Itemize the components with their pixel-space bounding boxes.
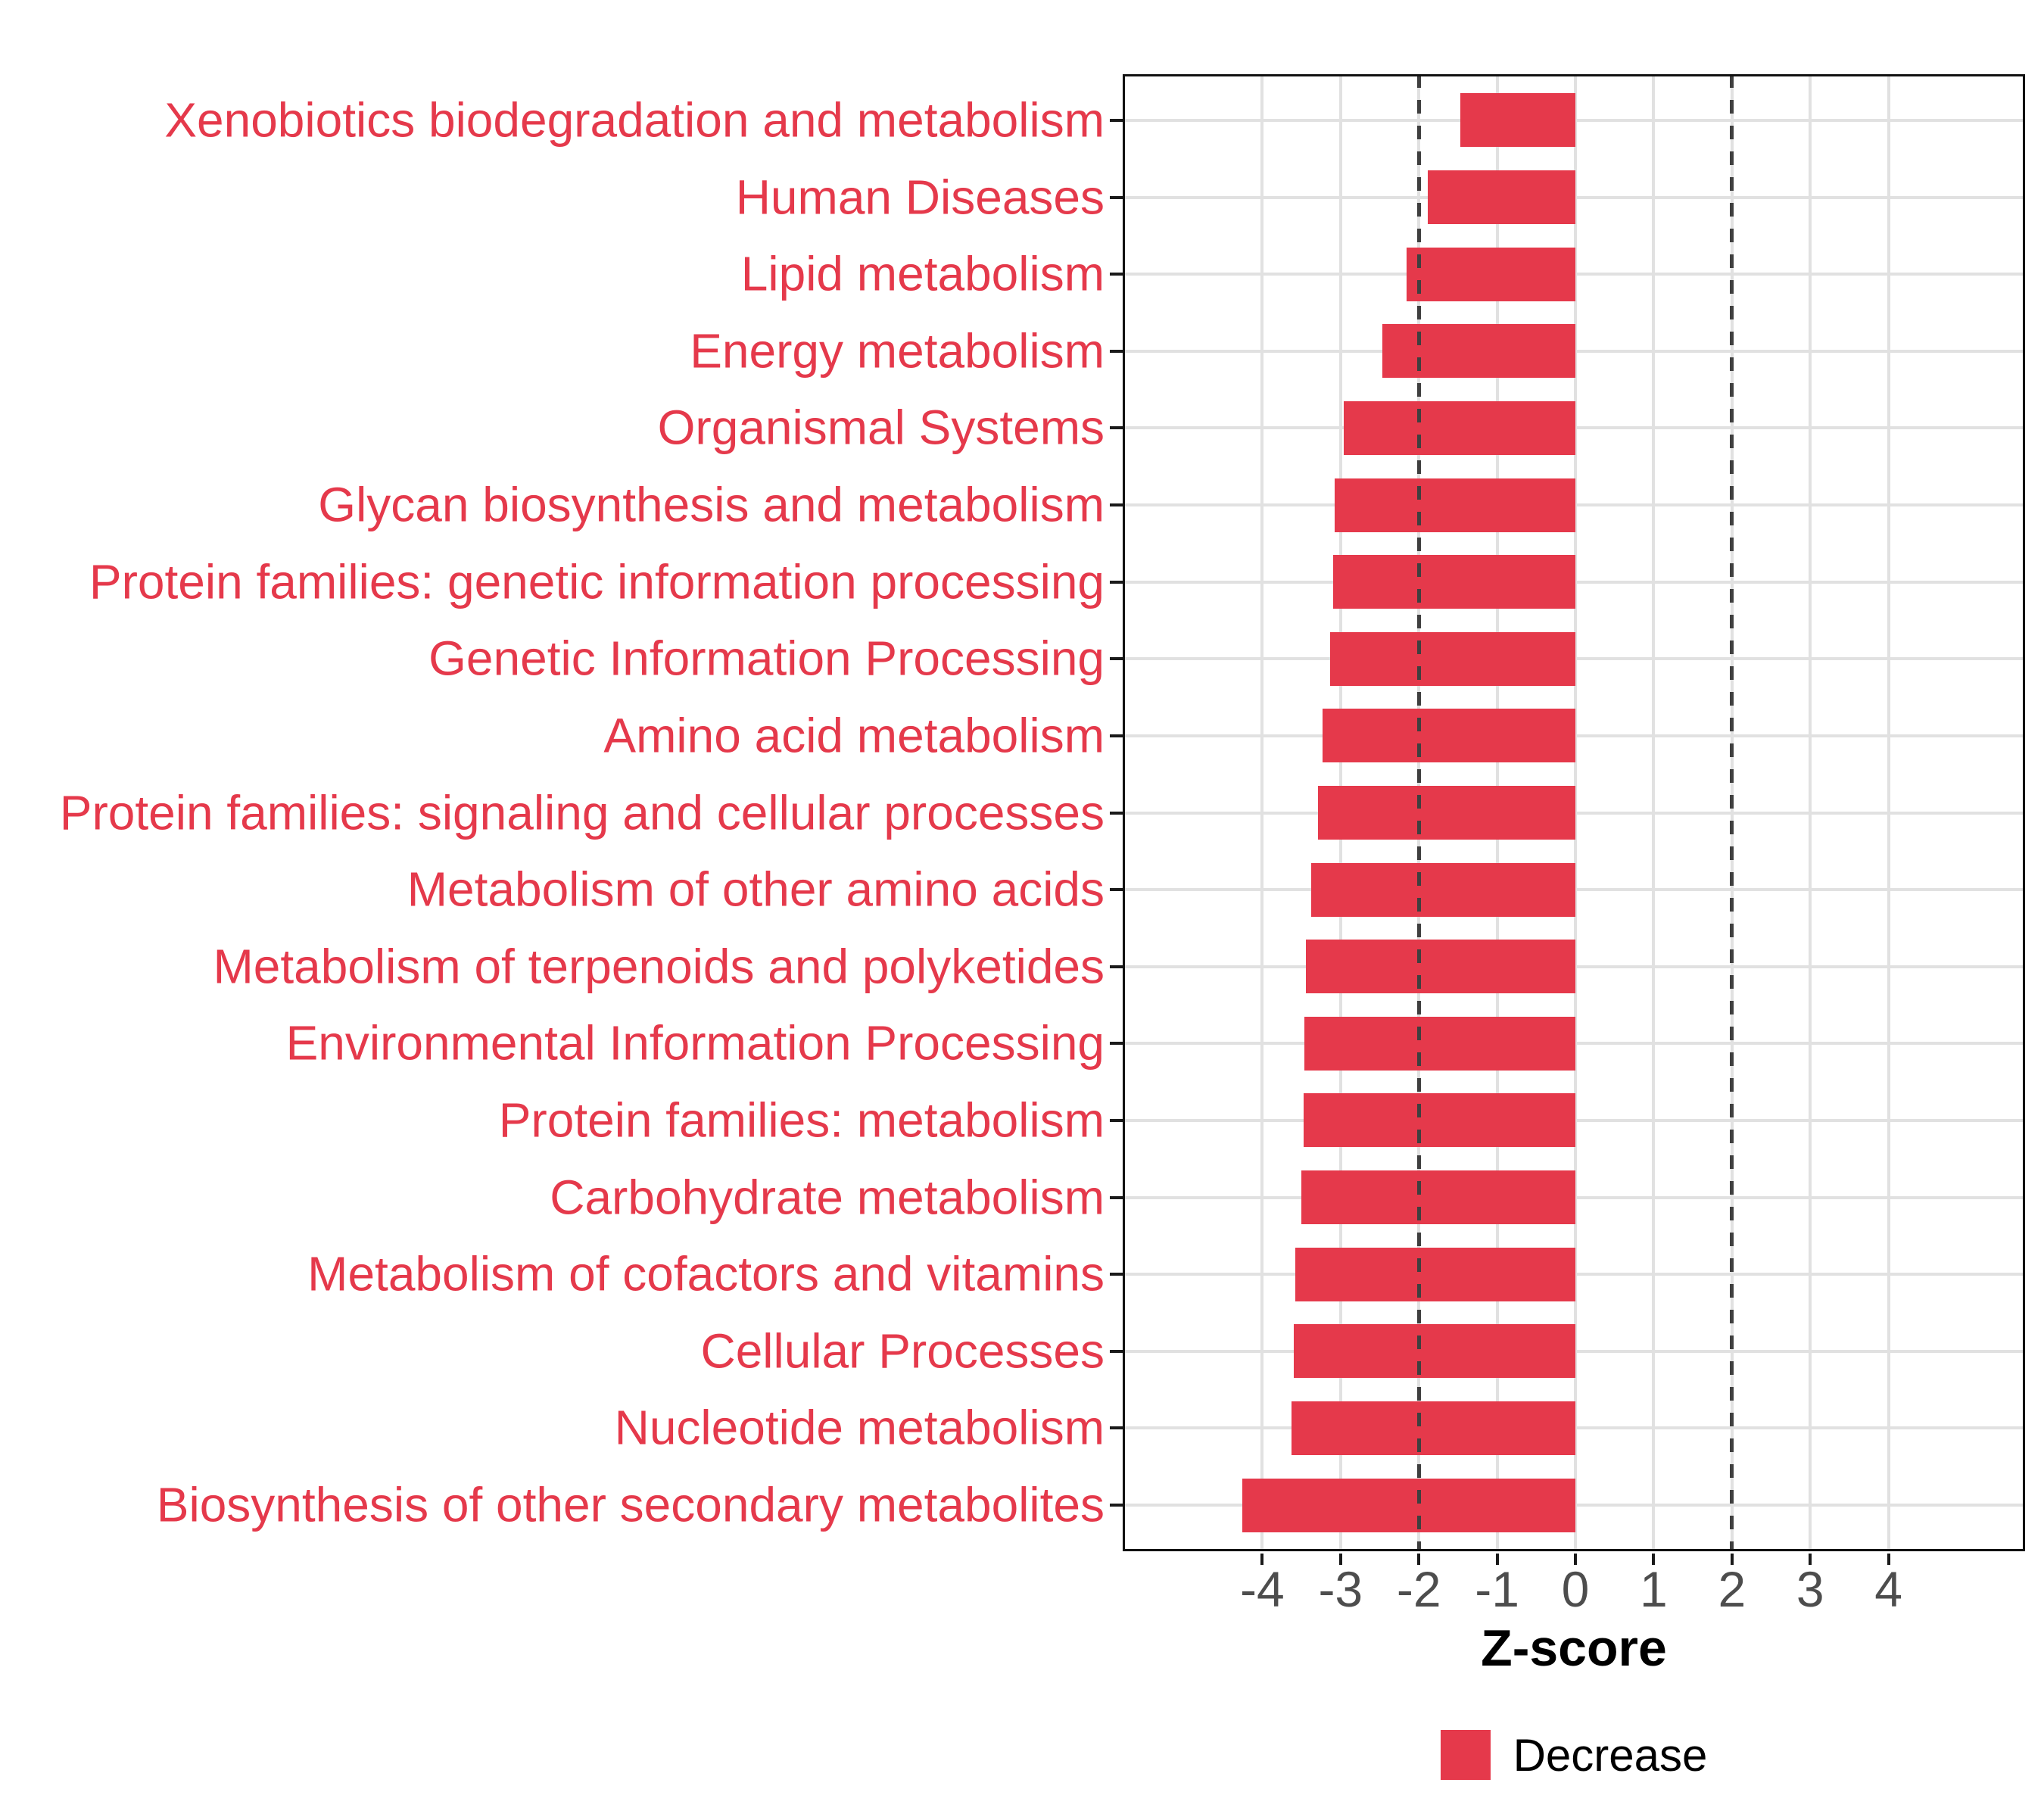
x-tick-mark--3 — [1338, 1554, 1342, 1565]
y-axis-label: Metabolism of terpenoids and polyketides — [213, 939, 1105, 994]
y-tick-mark — [1110, 965, 1123, 968]
y-tick-mark — [1110, 734, 1123, 737]
x-tick-label--3: -3 — [1318, 1561, 1363, 1617]
y-axis-label: Protein families: signaling and cellular… — [59, 784, 1105, 840]
y-axis-label: Nucleotide metabolism — [614, 1400, 1105, 1455]
x-tick-mark--2 — [1417, 1554, 1421, 1565]
y-axis-label: Cellular Processes — [700, 1323, 1105, 1379]
x-tick-label-2: 2 — [1718, 1561, 1746, 1617]
x-tick-label--4: -4 — [1240, 1561, 1285, 1617]
y-tick-mark — [1110, 1426, 1123, 1430]
y-tick-mark — [1110, 1118, 1123, 1122]
y-tick-mark — [1110, 503, 1123, 507]
y-axis-label: Xenobiotics biodegradation and metabolis… — [164, 92, 1105, 148]
y-tick-mark — [1110, 273, 1123, 276]
y-axis-label: Energy metabolism — [690, 323, 1105, 379]
bar-protein-families-metabolism — [1304, 1093, 1575, 1148]
reference-line--2 — [1416, 74, 1421, 1551]
y-tick-mark — [1110, 349, 1123, 353]
legend-label-decrease: Decrease — [1513, 1729, 1708, 1781]
bar-cellular-processes — [1293, 1324, 1575, 1379]
x-tick-label-4: 4 — [1874, 1561, 1902, 1617]
y-tick-mark — [1110, 1504, 1123, 1507]
y-axis-label: Environmental Information Processing — [285, 1015, 1105, 1071]
y-axis-label: Carbohydrate metabolism — [550, 1169, 1105, 1224]
y-tick-mark — [1110, 1042, 1123, 1046]
y-axis-label: Metabolism of cofactors and vitamins — [307, 1246, 1105, 1301]
bar-metabolism-of-cofactors-and-vitamins — [1295, 1247, 1575, 1301]
bar-carbohydrate-metabolism — [1301, 1170, 1575, 1225]
x-tick-mark--1 — [1495, 1554, 1499, 1565]
y-axis-label: Human Diseases — [735, 169, 1105, 224]
y-tick-mark — [1110, 580, 1123, 584]
y-tick-mark — [1110, 811, 1123, 815]
y-axis-label: Genetic Information Processing — [428, 631, 1105, 686]
bar-lipid-metabolism — [1406, 247, 1575, 301]
y-tick-mark — [1110, 888, 1123, 892]
y-tick-mark — [1110, 195, 1123, 199]
bar-amino-acid-metabolism — [1323, 709, 1575, 763]
bar-metabolism-of-terpenoids-and-polyketides — [1306, 940, 1575, 994]
x-tick-mark-1 — [1652, 1554, 1656, 1565]
x-tick-label-3: 3 — [1796, 1561, 1824, 1617]
bar-energy-metabolism — [1382, 324, 1575, 379]
bar-protein-families-genetic-information-processing — [1333, 555, 1575, 609]
x-tick-mark-3 — [1809, 1554, 1812, 1565]
y-tick-mark — [1110, 426, 1123, 430]
y-axis-label: Organismal Systems — [657, 400, 1105, 455]
y-axis-label: Amino acid metabolism — [603, 708, 1105, 763]
y-axis-label: Glycan biosynthesis and metabolism — [318, 477, 1105, 532]
x-tick-label--2: -2 — [1396, 1561, 1441, 1617]
bar-genetic-information-processing — [1330, 631, 1575, 686]
y-axis-label: Biosynthesis of other secondary metaboli… — [156, 1477, 1105, 1532]
y-tick-mark — [1110, 1349, 1123, 1353]
bar-glycan-biosynthesis-and-metabolism — [1334, 478, 1575, 532]
y-tick-mark — [1110, 1195, 1123, 1199]
x-tick-mark--4 — [1260, 1554, 1264, 1565]
bar-protein-families-signaling-and-cellular-processes — [1317, 786, 1575, 840]
y-axis-label: Protein families: genetic information pr… — [89, 554, 1105, 609]
bar-organismal-systems — [1343, 400, 1575, 455]
x-tick-mark-0 — [1574, 1554, 1577, 1565]
bar-nucleotide-metabolism — [1291, 1401, 1575, 1455]
bar-xenobiotics-biodegradation-and-metabolism — [1460, 93, 1575, 148]
legend-swatch-decrease — [1440, 1730, 1491, 1780]
bar-metabolism-of-other-amino-acids — [1310, 862, 1575, 917]
y-axis-label: Protein families: metabolism — [498, 1092, 1105, 1148]
y-axis-label: Metabolism of other amino acids — [407, 862, 1105, 917]
bar-human-diseases — [1427, 170, 1575, 225]
x-tick-label-0: 0 — [1561, 1561, 1590, 1617]
y-axis-label: Lipid metabolism — [740, 246, 1105, 301]
x-tick-label--1: -1 — [1475, 1561, 1519, 1617]
bar-environmental-information-processing — [1304, 1016, 1575, 1071]
y-tick-mark — [1110, 657, 1123, 661]
plot-panel — [1123, 74, 2025, 1551]
x-tick-mark-2 — [1730, 1554, 1734, 1565]
x-tick-label-1: 1 — [1640, 1561, 1668, 1617]
legend: Decrease — [1123, 1726, 2025, 1784]
x-tick-mark-4 — [1887, 1554, 1890, 1565]
reference-line-2 — [1730, 74, 1734, 1551]
y-tick-mark — [1110, 118, 1123, 122]
bar-biosynthesis-of-other-secondary-metabolites — [1242, 1478, 1575, 1532]
y-tick-mark — [1110, 1273, 1123, 1276]
x-axis-title: Z-score — [1481, 1619, 1667, 1677]
